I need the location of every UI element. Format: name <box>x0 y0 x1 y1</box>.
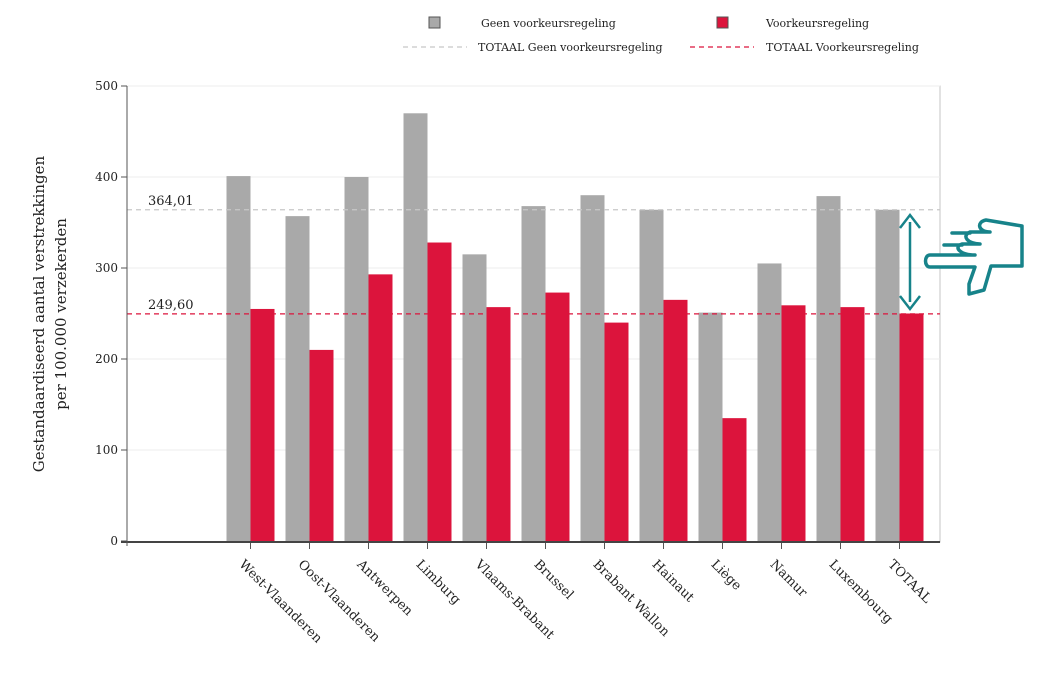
x-tick-label: TOTAAL <box>885 557 935 607</box>
bar-geen <box>226 176 251 541</box>
bar-geen <box>698 312 723 541</box>
y-axis-label-line1: Gestandaardiseerd aantal verstrekkingen <box>30 155 48 472</box>
legend: Geen voorkeursregeling Voorkeursregeling… <box>403 16 919 54</box>
bar-voorkeur <box>250 308 275 541</box>
x-axis-labels: West-VlaanderenOost-VlaanderenAntwerpenL… <box>236 543 935 647</box>
legend-label-totaal-geen: TOTAAL Geen voorkeursregeling <box>478 41 663 54</box>
reference-line-value: 364,01 <box>148 194 194 209</box>
y-tick-label: 200 <box>95 352 118 366</box>
y-axis-ticks: 0 100 200 300 400 500 <box>95 79 127 548</box>
y-tick-label: 500 <box>95 79 118 93</box>
legend-label-geen: Geen voorkeursregeling <box>481 17 616 30</box>
y-axis-title: Gestandaardiseerd aantal verstrekkingen … <box>30 155 70 472</box>
arrow-head-up <box>899 212 921 229</box>
y-axis-label-line2: per 100.000 verzekerden <box>52 218 70 410</box>
legend-swatch-geen <box>428 16 441 29</box>
legend-swatch-voorkeur <box>716 16 729 29</box>
y-tick-label: 100 <box>95 443 118 457</box>
arrow-head-down <box>899 295 921 312</box>
bar-geen <box>757 263 782 541</box>
pointing-hand-icon <box>923 218 1024 296</box>
bar-voorkeur <box>309 349 334 541</box>
bar-geen <box>521 206 546 541</box>
y-tick-label: 0 <box>110 534 118 548</box>
y-tick-label: 400 <box>95 170 118 184</box>
legend-label-totaal-voorkeur: TOTAAL Voorkeursregeling <box>766 41 919 54</box>
bar-voorkeur <box>427 242 452 541</box>
bar-voorkeur <box>840 307 865 541</box>
bar-voorkeur <box>722 418 747 541</box>
bar-geen <box>285 216 310 541</box>
legend-label-voorkeur: Voorkeursregeling <box>765 17 869 30</box>
bar-geen <box>462 254 487 541</box>
bar-voorkeur <box>486 307 511 541</box>
bar-geen <box>580 195 605 541</box>
x-tick-label: Liège <box>708 557 745 594</box>
bar-geen <box>403 113 428 542</box>
reference-lines: 364,01 249,60 <box>127 194 940 315</box>
bar-voorkeur <box>545 292 570 541</box>
bar-voorkeur <box>781 305 806 541</box>
bar-geen <box>816 196 841 542</box>
x-tick-label: Namur <box>767 557 811 601</box>
x-tick-label: Limburg <box>413 557 463 607</box>
annotation <box>899 212 1024 312</box>
x-tick-label: Antwerpen <box>353 557 416 620</box>
bar-voorkeur <box>899 313 924 541</box>
bar-geen <box>639 209 664 541</box>
bar-voorkeur <box>368 274 393 541</box>
bar-voorkeur <box>604 322 629 541</box>
bar-voorkeur <box>663 299 688 541</box>
bar-geen <box>875 209 900 541</box>
x-tick-label: Brussel <box>531 557 576 602</box>
x-tick-label: Hainaut <box>649 557 698 606</box>
reference-line-value: 249,60 <box>148 298 194 313</box>
bar-geen <box>344 177 369 541</box>
y-tick-label: 300 <box>95 261 118 275</box>
bars <box>226 113 924 542</box>
